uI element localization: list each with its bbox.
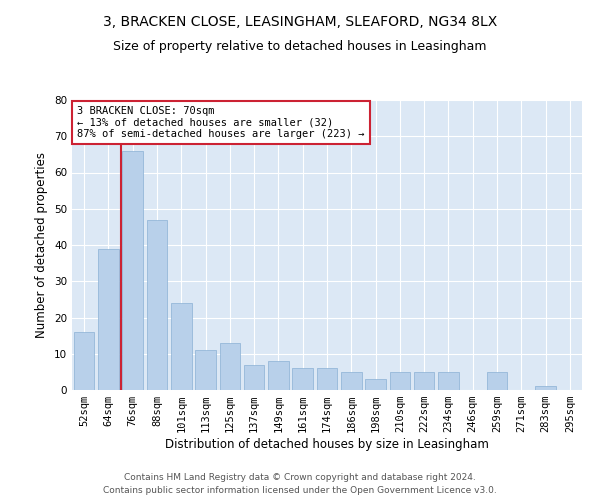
Text: Contains HM Land Registry data © Crown copyright and database right 2024.
Contai: Contains HM Land Registry data © Crown c… [103,474,497,495]
Bar [341,372,362,390]
X-axis label: Distribution of detached houses by size in Leasingham: Distribution of detached houses by size … [165,438,489,451]
Bar [414,372,434,390]
Bar [220,343,240,390]
Y-axis label: Number of detached properties: Number of detached properties [35,152,49,338]
Bar [195,350,216,390]
Bar [535,386,556,390]
Bar [389,372,410,390]
Bar [292,368,313,390]
Bar [365,379,386,390]
Bar [171,303,191,390]
Bar [146,220,167,390]
Bar [98,248,119,390]
Text: Size of property relative to detached houses in Leasingham: Size of property relative to detached ho… [113,40,487,53]
Bar [122,151,143,390]
Bar [244,364,265,390]
Bar [268,361,289,390]
Bar [487,372,508,390]
Bar [317,368,337,390]
Text: 3, BRACKEN CLOSE, LEASINGHAM, SLEAFORD, NG34 8LX: 3, BRACKEN CLOSE, LEASINGHAM, SLEAFORD, … [103,15,497,29]
Bar [74,332,94,390]
Text: 3 BRACKEN CLOSE: 70sqm
← 13% of detached houses are smaller (32)
87% of semi-det: 3 BRACKEN CLOSE: 70sqm ← 13% of detached… [77,106,365,139]
Bar [438,372,459,390]
